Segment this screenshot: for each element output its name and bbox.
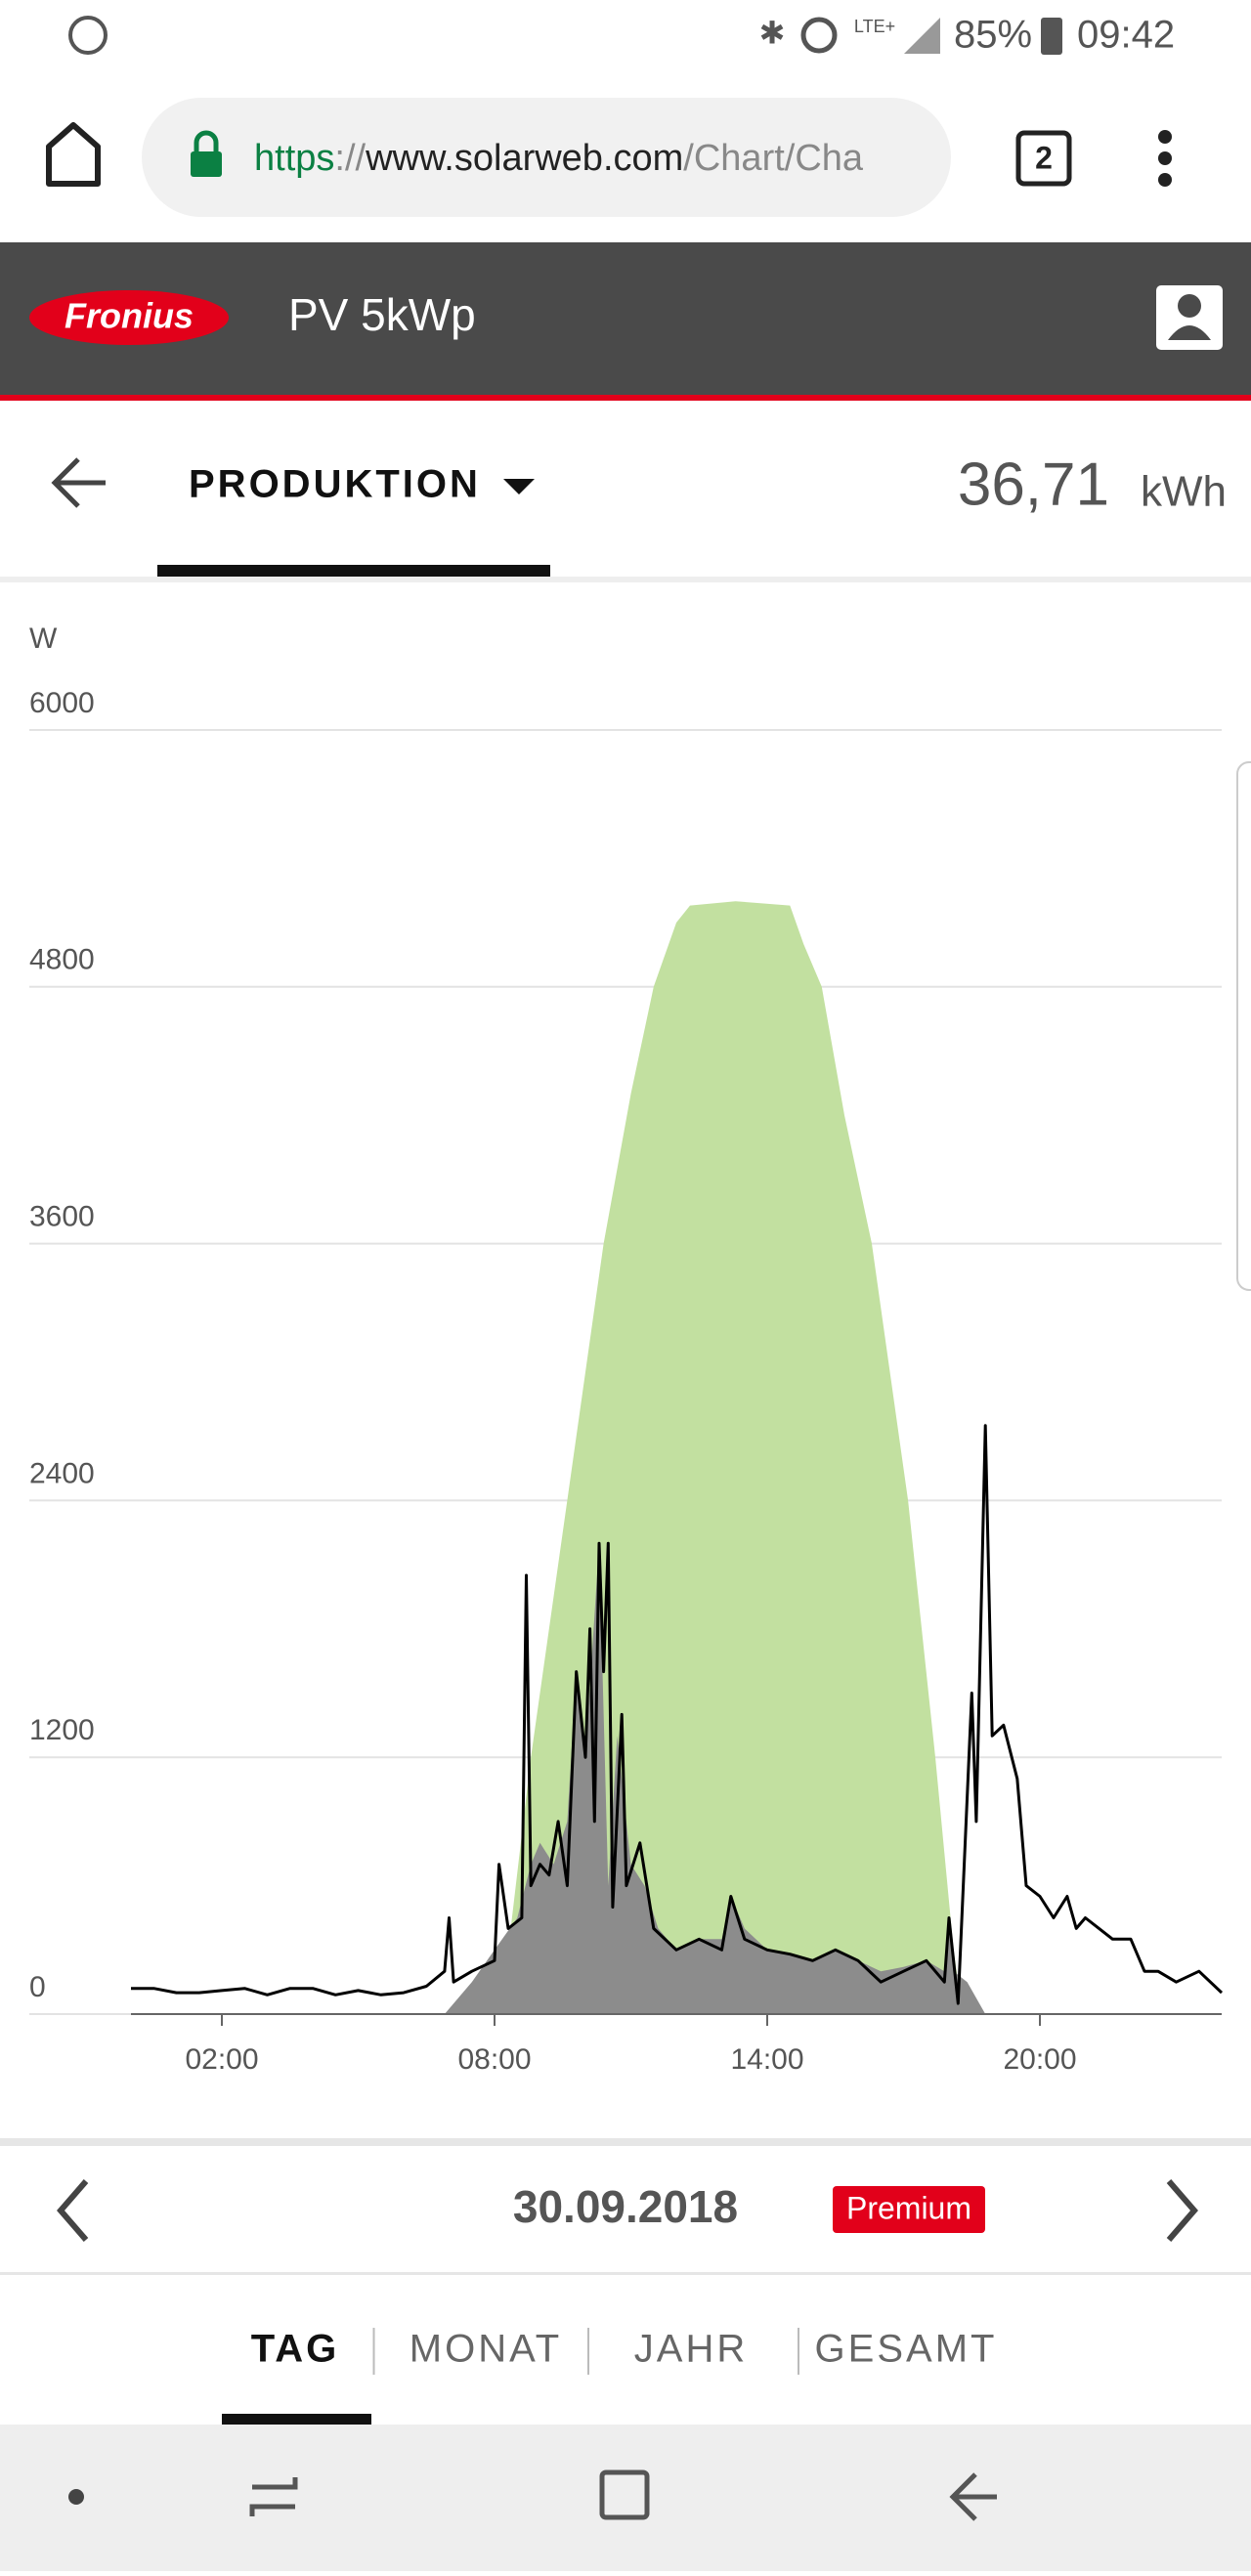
period-tab[interactable]: MONAT bbox=[410, 2328, 562, 2371]
view-selector[interactable]: PRODUKTION bbox=[189, 463, 481, 506]
y-tick-label: 3600 bbox=[29, 1201, 95, 1233]
navigation-bar bbox=[0, 2425, 1251, 2571]
divider bbox=[0, 577, 1251, 582]
battery-icon bbox=[1041, 18, 1062, 55]
period-tab[interactable]: TAG bbox=[251, 2328, 339, 2371]
url-host: www.solarweb.com bbox=[365, 138, 683, 179]
next-day[interactable] bbox=[1166, 2179, 1198, 2242]
premium-badge[interactable] bbox=[833, 2186, 985, 2233]
url-path: /Chart/Cha bbox=[683, 138, 864, 179]
battery-level: 85% bbox=[954, 14, 1032, 57]
area bbox=[471, 901, 963, 2015]
network-type: LTE+ bbox=[854, 17, 895, 36]
divider bbox=[0, 2138, 1251, 2146]
status-bar bbox=[0, 0, 1251, 73]
site-name: PV 5kWp bbox=[288, 289, 476, 340]
period-tabs: TAG MONAT JAHR GESAMT bbox=[251, 2328, 998, 2375]
url-separator: :// bbox=[334, 138, 366, 179]
x-tick-label: 20:00 bbox=[1003, 2043, 1076, 2076]
lock-shackle bbox=[194, 130, 219, 152]
recents-button[interactable] bbox=[249, 2477, 298, 2516]
divider bbox=[0, 2272, 1251, 2275]
profile-body bbox=[1168, 325, 1211, 340]
date: 30.09.2018 bbox=[513, 2181, 738, 2232]
profile-head bbox=[1178, 294, 1201, 318]
clock: 09:42 bbox=[1077, 14, 1175, 57]
period-tab[interactable]: JAHR bbox=[634, 2328, 748, 2371]
previous-day[interactable] bbox=[57, 2179, 89, 2242]
area bbox=[444, 1543, 986, 2014]
view-underline bbox=[157, 565, 550, 577]
tab-count: 2 bbox=[1035, 140, 1053, 175]
logo: Fronius bbox=[65, 296, 194, 336]
period-tab[interactable]: GESAMT bbox=[815, 2328, 998, 2371]
url-scheme: https bbox=[254, 138, 334, 179]
whatsapp-icon bbox=[68, 16, 108, 55]
home-nav-button[interactable] bbox=[599, 2469, 650, 2520]
signal-icon bbox=[904, 18, 940, 54]
chart: W 0 1200 2400 3600 4800 6000 02:00 08:00 14:00 20… bbox=[29, 623, 1224, 2076]
y-tick-label: 1200 bbox=[29, 1714, 95, 1746]
y-tick-label: 0 bbox=[29, 1971, 46, 2003]
y-tick-label: 4800 bbox=[29, 944, 95, 976]
scroll-handle[interactable] bbox=[1236, 761, 1251, 1291]
x-tick-label: 08:00 bbox=[457, 2043, 531, 2076]
menu-button[interactable] bbox=[1158, 130, 1172, 187]
y-tick-label: 6000 bbox=[29, 687, 95, 719]
dropdown-arrow bbox=[503, 479, 535, 494]
bluetooth-icon: ✱ bbox=[759, 15, 786, 50]
x-tick-label: 14:00 bbox=[730, 2043, 803, 2076]
tab-underline bbox=[222, 2414, 371, 2425]
tab-switcher[interactable] bbox=[1015, 130, 1072, 187]
nav-dot bbox=[68, 2489, 84, 2505]
x-tick-label: 02:00 bbox=[185, 2043, 258, 2076]
total-unit: kWh bbox=[1141, 468, 1227, 516]
back-button[interactable] bbox=[51, 457, 106, 508]
home-button[interactable] bbox=[46, 122, 101, 187]
url: https://www.solarweb.com/Chart/Cha bbox=[254, 138, 864, 179]
back-nav-button[interactable] bbox=[949, 2472, 997, 2521]
line bbox=[131, 1424, 1224, 2005]
premium-label: Premium bbox=[846, 2190, 971, 2225]
total-value: 36,71 bbox=[958, 451, 1109, 518]
y-tick-label: 2400 bbox=[29, 1457, 95, 1489]
header-accent bbox=[0, 395, 1251, 401]
alarm-icon bbox=[800, 17, 838, 54]
lock-icon bbox=[191, 151, 222, 177]
y-axis-unit: W bbox=[29, 623, 58, 655]
logo-badge bbox=[29, 290, 229, 345]
url-bar[interactable] bbox=[142, 98, 951, 217]
